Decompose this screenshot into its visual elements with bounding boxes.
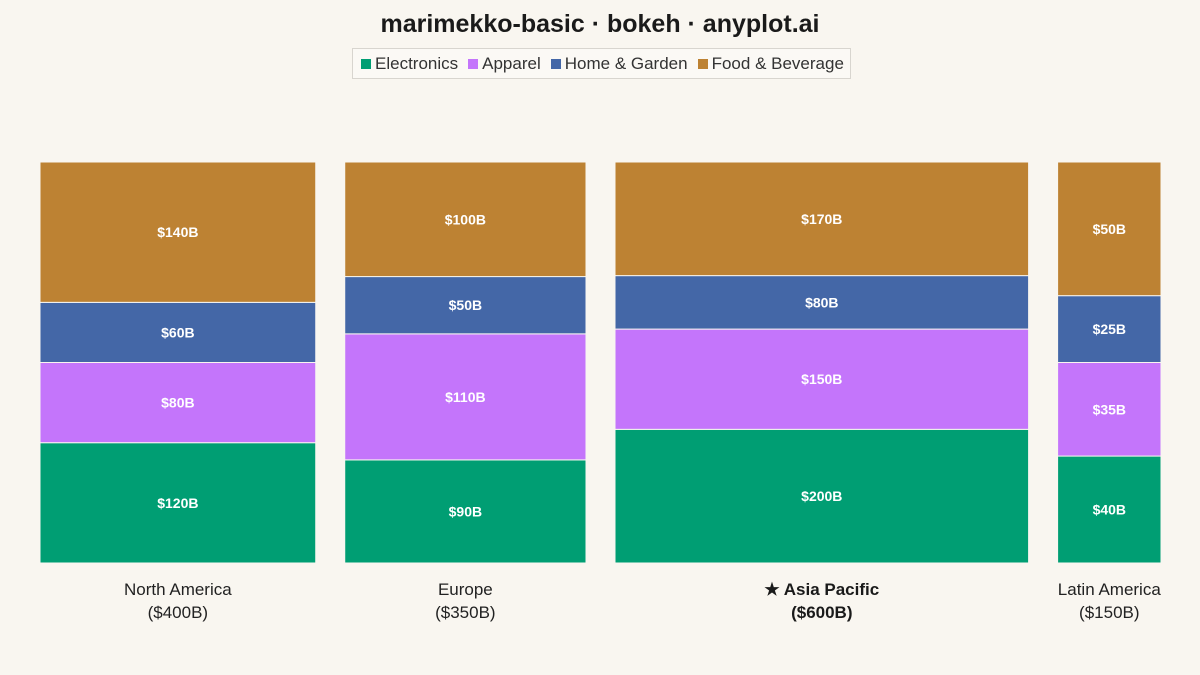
x-total-label-latin-america: ($150B) [1079,603,1139,622]
bar-europe-food-beverage[interactable] [344,161,587,278]
bar-asia-pacific-apparel[interactable] [614,328,1030,430]
legend-swatch-apparel [468,58,479,69]
legend-item-home-garden[interactable]: Home & Garden [550,53,688,74]
data-label-north-america-electronics: $120B [157,495,198,511]
x-total-label-north-america: ($400B) [148,603,208,622]
data-label-asia-pacific-apparel: $150B [801,371,842,387]
bar-latin-america-home-garden[interactable] [1057,295,1162,363]
bar-latin-america-apparel[interactable] [1057,362,1162,457]
legend-item-electronics[interactable]: Electronics [361,54,458,74]
data-label-north-america-home-garden: $60B [161,324,194,340]
bar-europe-home-garden[interactable] [344,276,587,335]
legend-item-apparel[interactable]: Apparel [468,54,541,74]
data-label-latin-america-food-beverage: $50B [1093,221,1126,237]
data-label-europe-electronics: $90B [449,503,482,519]
legend-swatch-electronics [361,58,371,69]
data-label-north-america-food-beverage: $140B [157,224,198,240]
x-total-label-europe: ($350B) [435,603,495,622]
x-total-label-asia-pacific: ($600B) [791,603,852,622]
data-label-latin-america-apparel: $35B [1093,401,1126,417]
x-tick-label-north-america: North America [124,580,232,599]
bar-north-america-electronics[interactable] [39,442,317,564]
legend-label-food-beverage: Food & Beverage [711,53,844,73]
data-label-europe-apparel: $110B [445,389,485,405]
data-label-europe-home-garden: $50B [449,297,482,313]
bar-asia-pacific-home-garden[interactable] [614,275,1030,330]
legend: Electronics Apparel Home & Garden Food &… [352,48,851,79]
bar-north-america-home-garden[interactable] [39,301,317,364]
x-tick-label-asia-pacific: ★ Asia Pacific [764,580,879,599]
chart-title: marimekko-basic · bokeh · anyplot.ai [380,10,820,38]
legend-swatch-home-garden [550,58,561,69]
data-label-latin-america-electronics: $40B [1093,502,1126,518]
bar-north-america-food-beverage[interactable] [39,161,317,303]
data-label-latin-america-home-garden: $25B [1093,321,1126,337]
legend-label-apparel: Apparel [482,53,541,73]
data-label-north-america-apparel: $80B [161,395,194,411]
bar-europe-electronics[interactable] [344,459,587,564]
legend-item-food-beverage[interactable]: Food & Beverage [697,53,844,74]
legend-label-home-garden: Home & Garden [564,53,688,73]
data-label-asia-pacific-electronics: $200B [801,488,842,504]
bar-asia-pacific-food-beverage[interactable] [614,161,1030,277]
x-tick-label-europe: Europe [438,580,493,599]
bar-north-america-apparel[interactable] [39,362,317,444]
legend-swatch-food-beverage [697,58,708,69]
x-tick-label-latin-america: Latin America [1058,580,1162,599]
bar-asia-pacific-electronics[interactable] [614,428,1030,564]
bar-latin-america-food-beverage[interactable] [1057,161,1162,297]
legend-label-electronics: Electronics [375,53,459,73]
bar-europe-apparel[interactable] [344,333,587,461]
data-label-asia-pacific-food-beverage: $170B [801,211,842,227]
data-label-asia-pacific-home-garden: $80B [805,294,838,310]
data-label-europe-food-beverage: $100B [445,211,486,227]
